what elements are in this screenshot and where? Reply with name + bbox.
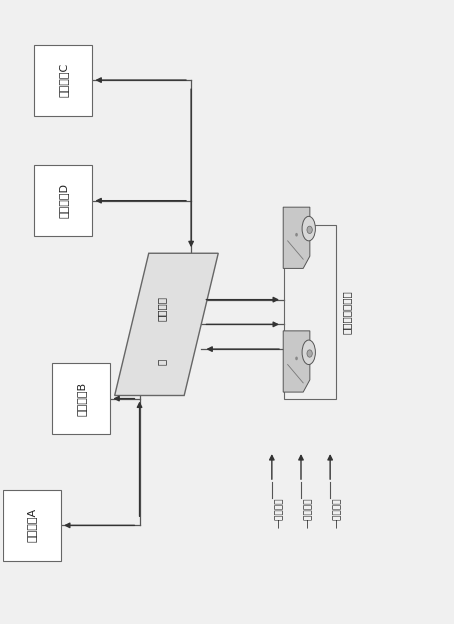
Ellipse shape — [307, 226, 312, 233]
Polygon shape — [115, 253, 218, 396]
Text: —战场反馈: —战场反馈 — [275, 497, 284, 528]
Text: —系统数据: —系统数据 — [333, 497, 342, 528]
Text: 作战单元B: 作战单元B — [76, 381, 86, 416]
Polygon shape — [283, 331, 310, 392]
Ellipse shape — [295, 233, 298, 236]
Text: 指挥中心C: 指挥中心C — [58, 63, 68, 97]
Ellipse shape — [302, 217, 316, 241]
Text: 分布式存储系统: 分布式存储系统 — [342, 290, 352, 334]
Text: 统: 统 — [157, 358, 167, 364]
Text: —作战指令: —作战指令 — [304, 497, 313, 528]
FancyBboxPatch shape — [34, 165, 93, 236]
Text: 云计算系: 云计算系 — [157, 296, 167, 321]
Text: 作战单元A: 作战单元A — [27, 509, 37, 542]
FancyBboxPatch shape — [34, 44, 93, 115]
Ellipse shape — [307, 350, 312, 357]
FancyBboxPatch shape — [52, 363, 110, 434]
Ellipse shape — [302, 340, 316, 364]
Ellipse shape — [295, 356, 298, 360]
Text: 指挥中心D: 指挥中心D — [58, 183, 68, 218]
FancyBboxPatch shape — [3, 490, 61, 561]
Polygon shape — [283, 207, 310, 268]
